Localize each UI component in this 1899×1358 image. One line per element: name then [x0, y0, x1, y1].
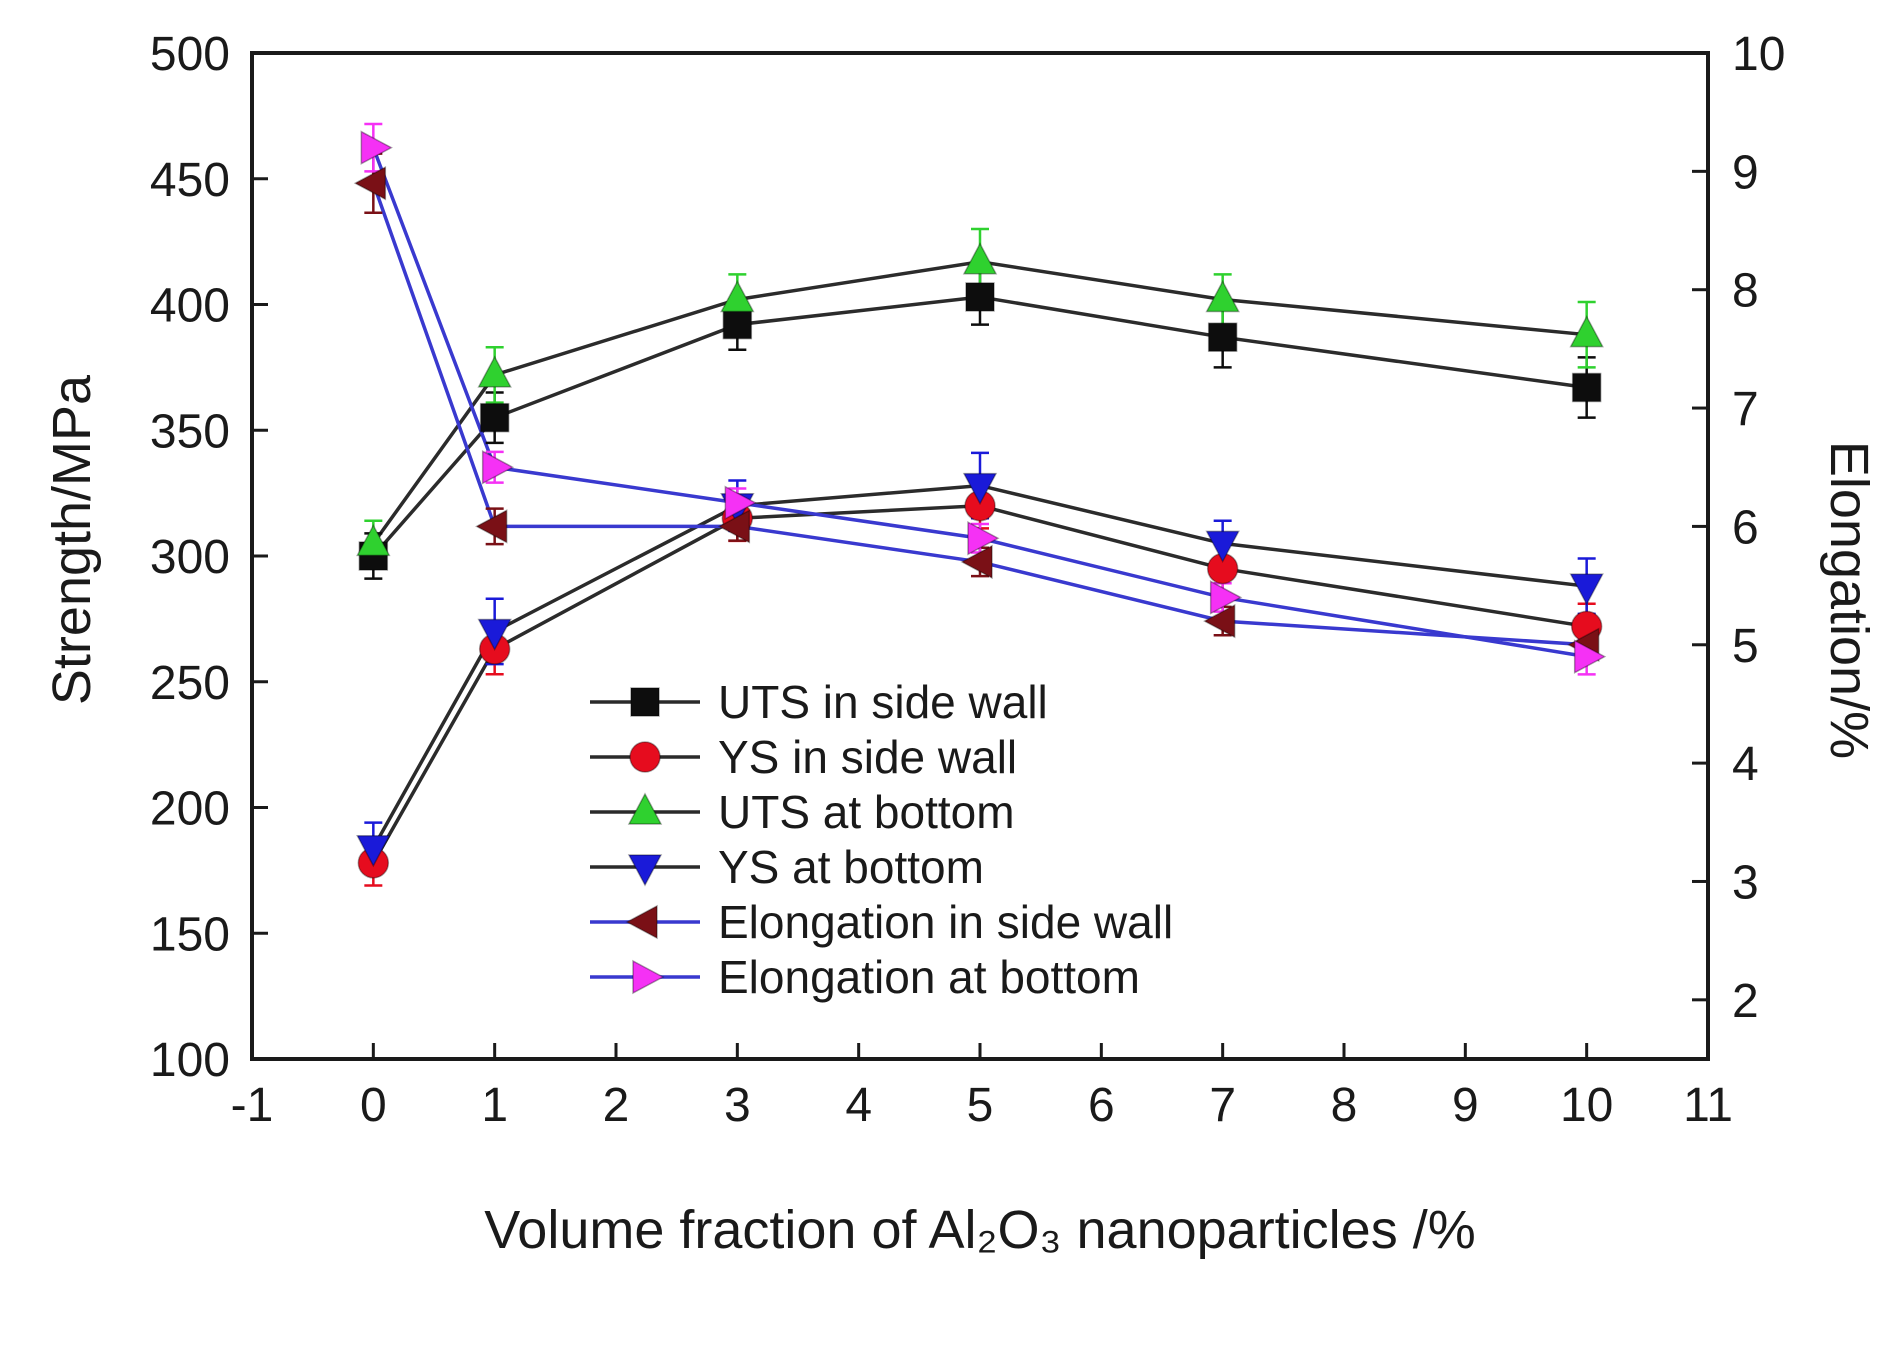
data-point-marker [629, 741, 661, 773]
y-axis-right-tick-label: 7 [1732, 383, 1759, 436]
data-point-marker [717, 509, 751, 544]
y-axis-right-tick-label: 5 [1732, 620, 1759, 673]
x-axis-tick-label: 5 [967, 1079, 994, 1132]
x-axis-tick-label: 8 [1331, 1079, 1358, 1132]
y-axis-right-tick-label: 4 [1732, 738, 1759, 791]
data-point-marker [1205, 279, 1240, 313]
y-axis-left-tick-label: 450 [150, 154, 230, 207]
data-point-marker [1569, 573, 1604, 606]
series-line [371, 182, 1587, 647]
series-lines [371, 147, 1587, 864]
data-point-marker [960, 544, 993, 580]
series-markers [353, 130, 1607, 879]
data-point-marker [627, 792, 663, 825]
data-point-marker [353, 165, 387, 201]
y-axis-label-right: Elongation/% [1819, 440, 1879, 760]
legend-label: Elongation in side wall [718, 896, 1173, 948]
y-axis-right-tick-label: 6 [1732, 501, 1759, 554]
y-axis-left-tick-label: 350 [150, 405, 230, 458]
y-axis-left-tick-label: 250 [150, 657, 230, 710]
y-axis-right-tick-label: 8 [1732, 265, 1759, 318]
data-point-marker [627, 854, 663, 887]
x-axis-tick-label: 2 [603, 1079, 630, 1132]
y-axis-left-tick-label: 150 [150, 908, 230, 961]
data-point-marker [967, 520, 1000, 556]
y-axis-right-tick-label: 9 [1732, 146, 1759, 199]
x-axis-label: Volume fraction of Al₂O₃ nanoparticles /… [484, 1200, 1476, 1260]
legend-item: YS in side wall [590, 731, 1017, 783]
x-axis-tick-label: 3 [724, 1079, 751, 1132]
data-point-marker [630, 687, 660, 717]
data-point-marker [356, 834, 391, 868]
y-axis-right-tick-label: 2 [1732, 975, 1759, 1028]
data-point-marker [724, 485, 757, 520]
data-point-marker [962, 472, 998, 506]
y-axis-left-tick-label: 100 [150, 1034, 230, 1087]
x-axis-tick-label: 6 [1088, 1079, 1115, 1132]
data-point-marker [1205, 530, 1240, 564]
y-axis-left-tick-label: 400 [150, 280, 230, 333]
series-line [371, 483, 1587, 849]
data-point-marker [1203, 603, 1236, 639]
data-point-marker [632, 959, 665, 995]
x-axis-tick-label: 11 [1683, 1079, 1733, 1132]
series-line [371, 503, 1587, 864]
data-point-marker [475, 509, 508, 544]
data-point-marker [477, 355, 512, 388]
x-axis-tick-label: -1 [231, 1079, 274, 1132]
data-point-marker [477, 618, 512, 652]
data-point-marker [1207, 322, 1238, 352]
legend-item: Elongation at bottom [590, 951, 1140, 1003]
legend-item: UTS at bottom [590, 786, 1015, 838]
data-point-marker [1571, 372, 1602, 403]
legend-label: UTS at bottom [718, 786, 1015, 838]
x-axis-tick-label: 1 [481, 1079, 508, 1132]
data-point-marker [965, 282, 995, 312]
y-axis-left-tick-label: 500 [150, 28, 230, 81]
x-axis-tick-label: 10 [1560, 1079, 1613, 1132]
y-axis-label-left: Strength/MPa [42, 374, 102, 706]
y-axis-left-tick-label: 200 [150, 783, 230, 836]
series-line [371, 147, 1587, 659]
x-axis-tick-label: 4 [845, 1079, 872, 1132]
series-line [371, 259, 1587, 545]
y-axis-left-tick-label: 300 [150, 531, 230, 584]
data-point-marker [1569, 315, 1604, 348]
legend-label: YS in side wall [718, 731, 1017, 783]
legend-item: Elongation in side wall [590, 896, 1173, 948]
x-axis-tick-label: 0 [360, 1079, 387, 1132]
data-point-marker [356, 523, 391, 557]
data-point-marker [481, 449, 515, 485]
series-line [372, 295, 1587, 558]
x-axis-tick-label: 9 [1452, 1079, 1479, 1132]
legend-item: YS at bottom [590, 841, 984, 893]
data-point-marker [479, 402, 510, 433]
data-point-marker [720, 279, 755, 313]
legend-label: UTS in side wall [718, 676, 1048, 728]
legend-label: Elongation at bottom [718, 951, 1140, 1003]
data-point-marker [722, 309, 753, 340]
y-axis-right-tick-label: 10 [1732, 28, 1785, 81]
x-axis-tick-label: 7 [1209, 1079, 1236, 1132]
data-point-marker [625, 904, 658, 940]
legend-item: UTS in side wall [590, 676, 1048, 728]
data-point-marker [360, 130, 393, 165]
data-point-marker [962, 242, 998, 275]
data-point-marker [1573, 639, 1607, 674]
y-axis-right-tick-label: 3 [1732, 856, 1759, 909]
legend-label: YS at bottom [718, 841, 984, 893]
data-point-marker [1209, 580, 1243, 615]
